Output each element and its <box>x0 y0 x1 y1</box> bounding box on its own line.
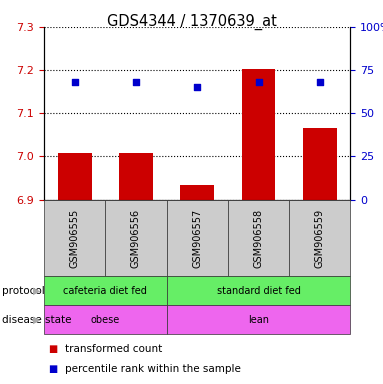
Text: lean: lean <box>248 314 269 325</box>
Point <box>72 79 78 85</box>
Text: GSM906555: GSM906555 <box>70 209 80 268</box>
Text: standard diet fed: standard diet fed <box>217 286 300 296</box>
Text: GSM906558: GSM906558 <box>254 209 264 268</box>
Text: protocol: protocol <box>2 286 45 296</box>
Point <box>133 79 139 85</box>
Text: GDS4344 / 1370639_at: GDS4344 / 1370639_at <box>106 13 277 30</box>
Bar <box>303 128 337 200</box>
Bar <box>119 154 153 200</box>
Text: disease state: disease state <box>2 314 71 325</box>
Point <box>194 84 200 90</box>
Text: ▶: ▶ <box>33 286 40 296</box>
Text: GSM906556: GSM906556 <box>131 209 141 268</box>
Bar <box>242 69 275 200</box>
Text: cafeteria diet fed: cafeteria diet fed <box>64 286 147 296</box>
Bar <box>180 185 214 200</box>
Text: percentile rank within the sample: percentile rank within the sample <box>65 364 241 374</box>
Text: transformed count: transformed count <box>65 344 162 354</box>
Text: ▶: ▶ <box>33 314 40 325</box>
Text: ■: ■ <box>48 344 57 354</box>
Text: obese: obese <box>91 314 120 325</box>
Text: GSM906559: GSM906559 <box>315 209 325 268</box>
Text: ■: ■ <box>48 364 57 374</box>
Point <box>255 79 262 85</box>
Bar <box>58 154 92 200</box>
Text: GSM906557: GSM906557 <box>192 209 202 268</box>
Point <box>317 79 323 85</box>
